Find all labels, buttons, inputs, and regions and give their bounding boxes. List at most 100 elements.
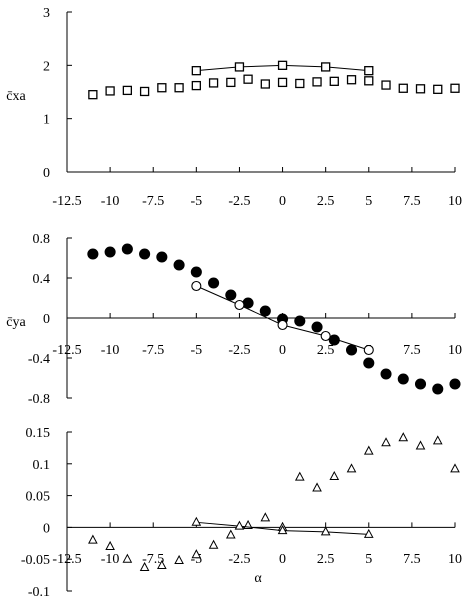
data-point — [294, 471, 305, 481]
data-point — [381, 437, 391, 447]
y-tick-label: -0.1 — [28, 585, 50, 600]
data-point — [450, 83, 460, 93]
data-point — [88, 90, 98, 100]
data-point — [312, 77, 322, 87]
data-point — [450, 463, 460, 473]
data-point — [191, 66, 201, 76]
data-point — [363, 357, 375, 369]
y-tick-label: 0.15 — [26, 426, 51, 441]
data-point — [414, 378, 427, 390]
data-point — [122, 553, 133, 563]
data-point — [277, 77, 288, 88]
x-tick-label: 0 — [279, 552, 286, 567]
data-point — [329, 76, 339, 86]
data-point — [139, 248, 151, 260]
x-tick-label: -12.5 — [52, 343, 81, 358]
chart-panel-3: -0.1 -0.05 0 0.05 0.1 0.15 -12.5 -10 -7.5 -5 -2.5 0… — [21, 426, 462, 600]
series-1 — [88, 74, 460, 100]
y-tick-label: 0.8 — [33, 232, 51, 247]
series-2 — [191, 280, 374, 356]
data-point — [380, 368, 392, 380]
data-point — [320, 330, 331, 342]
data-point — [345, 344, 358, 356]
data-point — [433, 84, 443, 94]
y-tick-label: 0.05 — [26, 490, 51, 505]
data-point — [234, 520, 245, 530]
data-point — [173, 259, 185, 271]
x-tick-label: 10 — [448, 343, 462, 358]
x-tick-label: 7.5 — [403, 343, 421, 358]
data-point — [346, 75, 357, 85]
data-point — [88, 534, 98, 544]
data-point — [226, 77, 236, 88]
x-tick-label: -12.5 — [52, 552, 81, 567]
x-tick-label: 2.5 — [317, 343, 335, 358]
data-point — [329, 470, 340, 481]
y-tick-label: 0 — [43, 312, 50, 327]
y-tick-label: 0.4 — [33, 272, 51, 287]
x-tick-label: -7.5 — [142, 552, 164, 567]
x-tick-label: 10 — [448, 552, 462, 567]
x-tick-label: -2.5 — [228, 343, 250, 358]
data-point — [191, 80, 201, 91]
x-tick-label: -2.5 — [228, 194, 250, 209]
y-tick-label: 0.1 — [33, 458, 51, 473]
data-point — [174, 83, 184, 93]
data-point — [449, 378, 461, 390]
x-tick-label: 10 — [448, 194, 462, 209]
series-2 — [191, 60, 374, 76]
x-tick-label: 2.5 — [317, 552, 335, 567]
data-point — [139, 561, 150, 571]
data-point — [208, 277, 220, 289]
y-tick-label: -0.8 — [28, 392, 50, 407]
data-point — [415, 84, 426, 94]
data-point — [191, 516, 202, 526]
data-point — [364, 76, 374, 86]
data-point — [156, 251, 168, 263]
data-point — [363, 445, 374, 455]
data-point — [157, 83, 167, 93]
data-point — [242, 297, 254, 309]
x-tick-label: -5 — [190, 552, 202, 567]
data-point — [363, 344, 374, 356]
y-tick-label: -0.4 — [28, 352, 50, 367]
data-point — [346, 463, 357, 473]
x-tick-label: -10 — [101, 343, 120, 358]
chart-panel-2: -0.8-0.400.40.8-12.5-10-7.5-5-2.502.557.… — [6, 232, 462, 407]
data-point — [225, 289, 237, 301]
data-point — [294, 315, 306, 327]
data-point — [312, 482, 322, 492]
data-point — [397, 373, 409, 385]
data-point — [234, 62, 245, 72]
data-point — [363, 528, 374, 538]
data-point — [121, 243, 133, 255]
data-point — [259, 305, 271, 317]
series-2 — [191, 516, 374, 538]
data-point — [277, 319, 288, 331]
x-tick-label: 7.5 — [403, 194, 421, 209]
x-tick-label: 0 — [279, 343, 286, 358]
x-tick-label: 0 — [279, 194, 286, 209]
data-point — [105, 540, 115, 550]
data-point — [295, 78, 305, 89]
data-point — [157, 559, 167, 570]
data-point — [260, 512, 271, 522]
x-tick-label: 5 — [365, 194, 372, 209]
x-tick-label: -7.5 — [142, 194, 164, 209]
data-point — [122, 85, 133, 96]
series-1 — [87, 243, 461, 395]
x-tick-label: 2.5 — [317, 194, 335, 209]
data-point — [139, 86, 150, 97]
data-point — [191, 280, 202, 292]
x-axis-label: α — [254, 571, 262, 586]
data-point — [243, 74, 253, 84]
data-point — [174, 554, 184, 564]
x-tick-label: -7.5 — [142, 343, 164, 358]
y-tick-label: 2 — [43, 59, 50, 74]
series-1 — [88, 432, 460, 571]
x-tick-label: 7.5 — [403, 552, 421, 567]
y-tick-label: 0 — [43, 521, 50, 536]
data-point — [398, 432, 409, 442]
y-tick-label: -0.05 — [21, 553, 50, 568]
